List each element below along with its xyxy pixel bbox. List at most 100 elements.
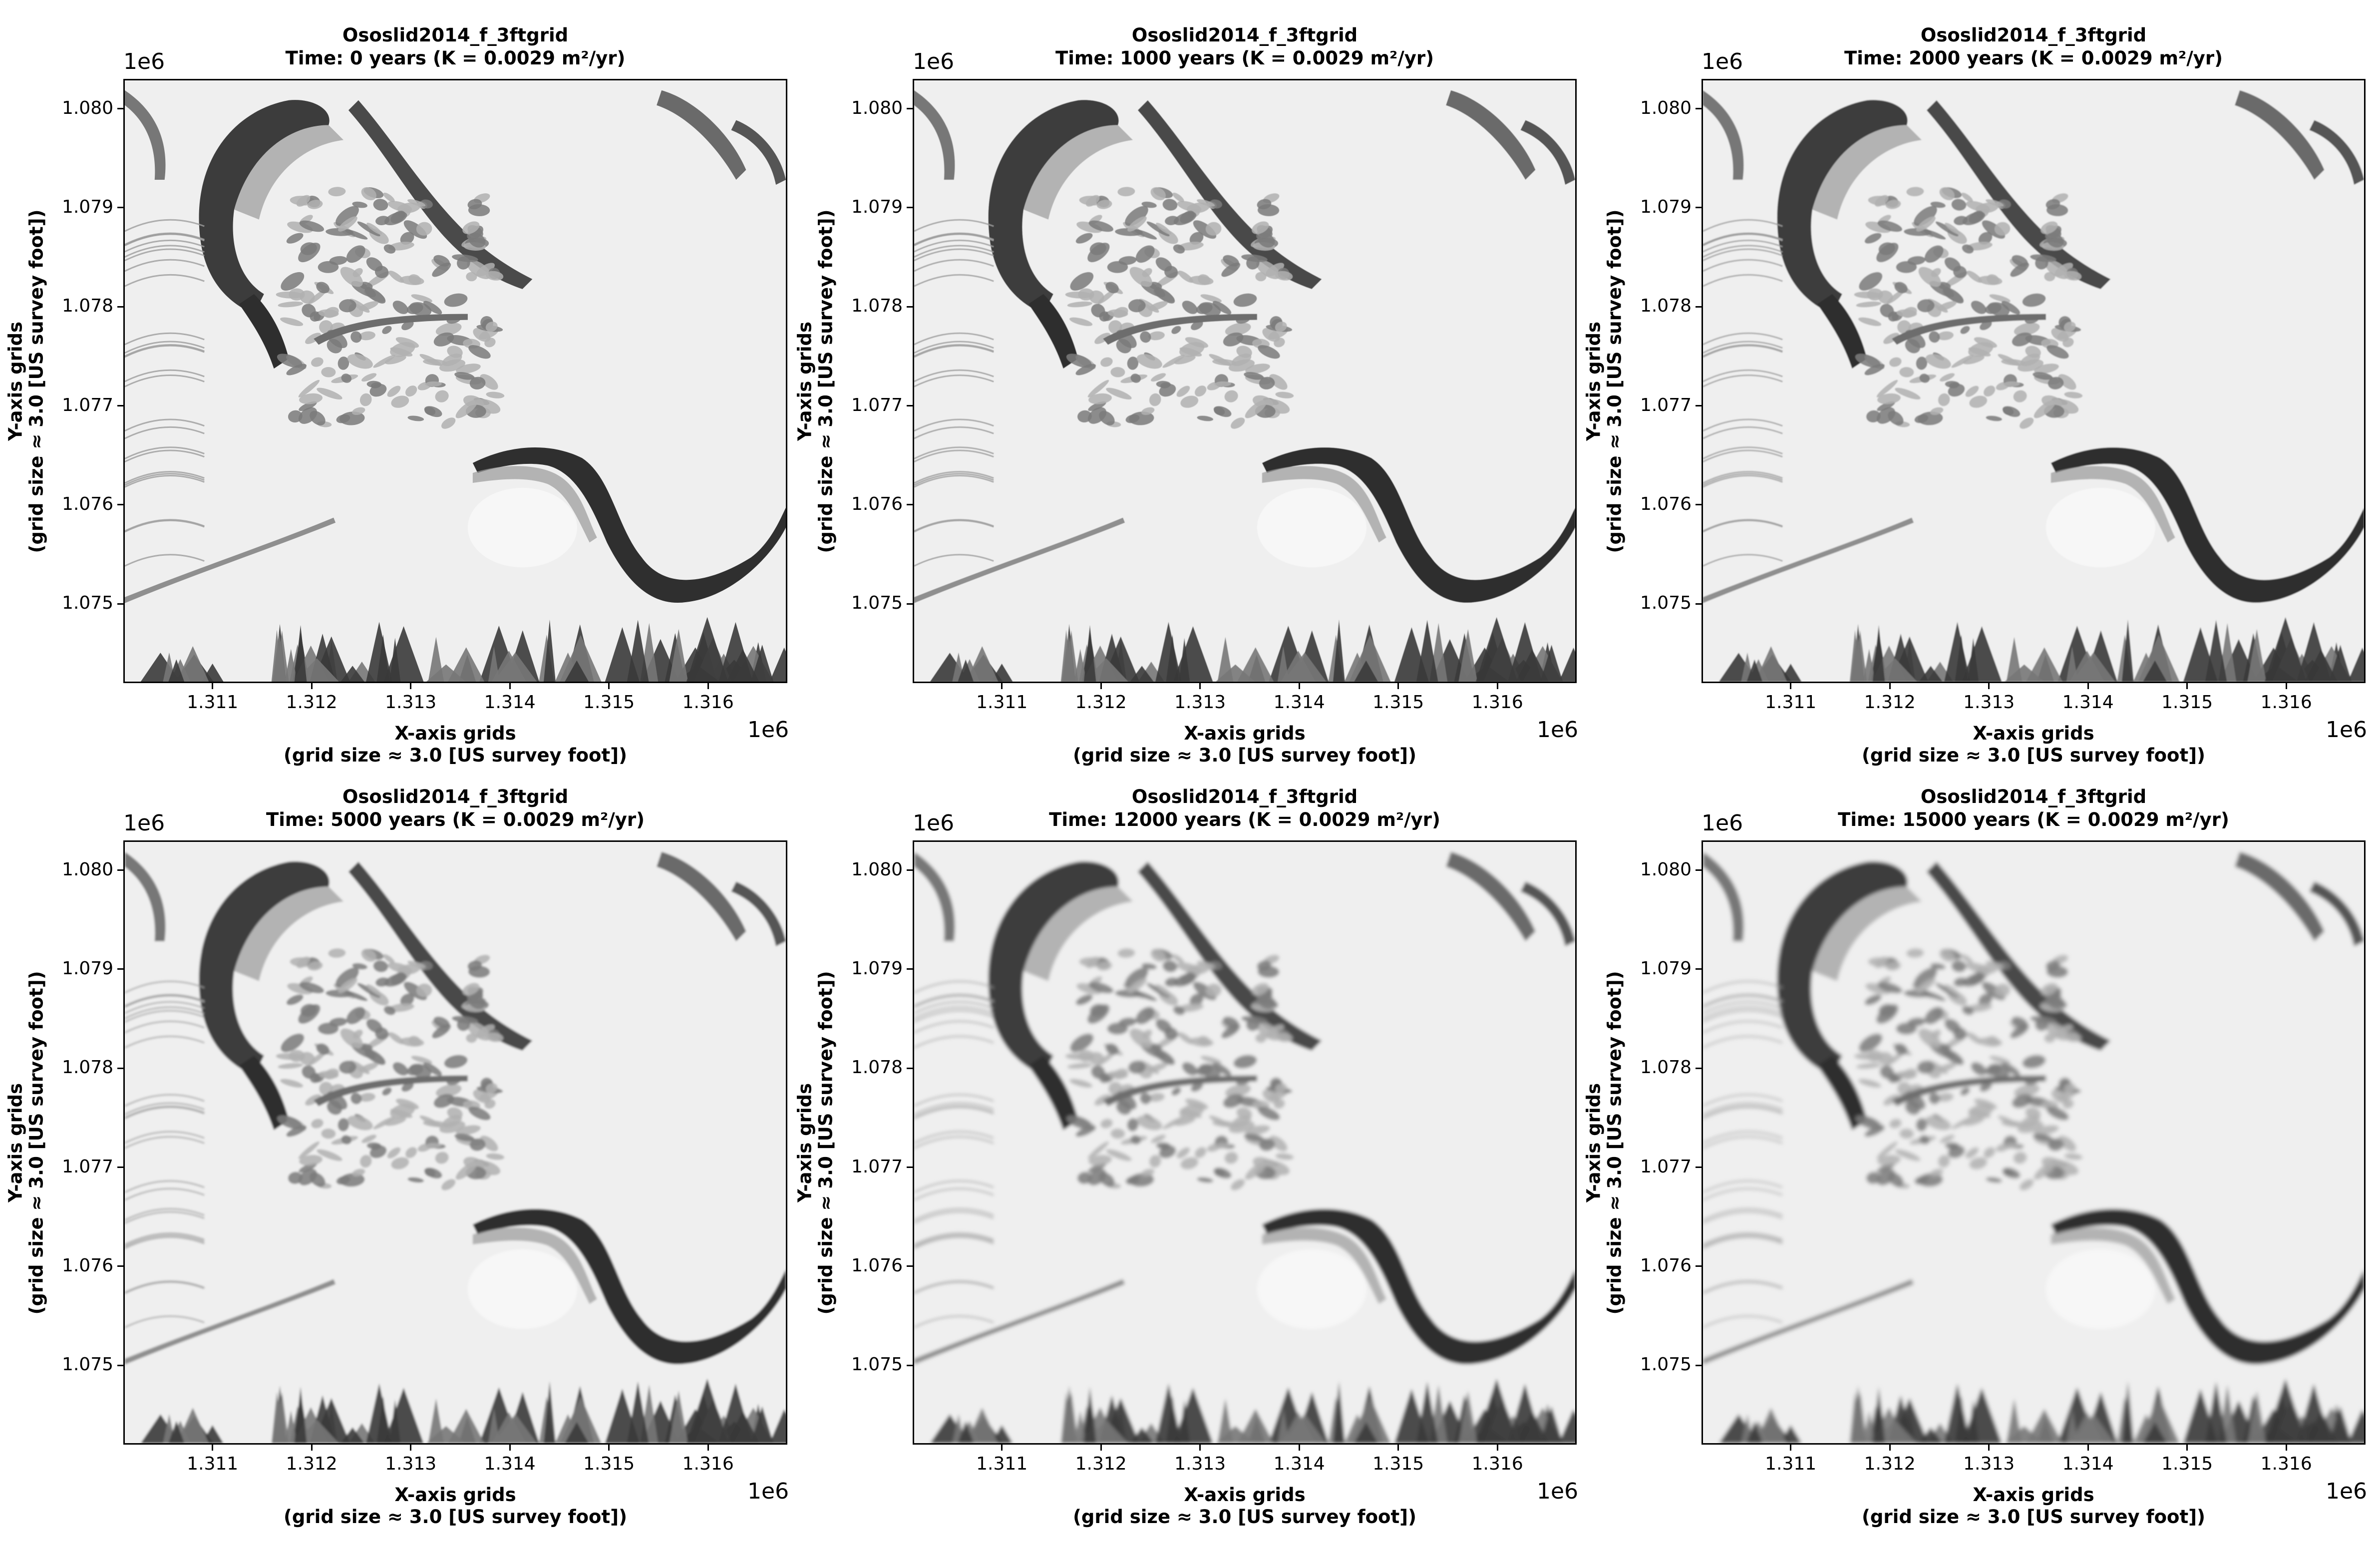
y-axis-label: Y-axis grids [4,1083,26,1203]
x-tick-mark [1397,1445,1399,1451]
x-axis-label-units: (grid size ≈ 3.0 [US survey foot]) [1073,1506,1416,1528]
x-tick-mark [1298,1445,1300,1451]
x-tick-mark [509,683,511,689]
x-tick-mark [1298,683,1300,689]
x-tick-label: 1.312 [1864,1454,1916,1474]
y-tick-mark [117,306,123,308]
chart-title: Ososlid2014_f_3ftgrid [1131,786,1358,807]
hillshade-plot-area [123,79,787,683]
x-scale-offset: 1e6 [2326,717,2368,743]
y-tick-mark [117,405,123,407]
y-tick-mark [1696,207,1701,209]
x-tick-mark [1100,683,1102,689]
x-axis-label: X-axis grids [1973,1484,2094,1506]
y-axis-label: Y-axis grids [4,321,26,441]
y-tick-mark [907,968,913,970]
hillshade-plot-area [1701,79,2366,683]
x-tick-label: 1.315 [1372,692,1424,713]
y-axis-label-units: (grid size ≈ 3.0 [US survey foot]) [25,209,47,553]
hillshade-plot-area [1701,840,2366,1445]
x-tick-label: 1.314 [1273,692,1325,713]
x-tick-label: 1.311 [1765,1454,1817,1474]
chart-subtitle: Time: 0 years (K = 0.0029 m²/yr) [285,47,626,69]
x-tick-mark [212,1445,214,1451]
y-tick-label: 1.075 [61,1354,113,1375]
x-tick-label: 1.312 [286,692,338,713]
y-tick-mark [907,108,913,109]
y-axis-label: Y-axis grids [794,1083,816,1203]
y-scale-offset: 1e6 [913,49,955,74]
y-tick-label: 1.079 [61,196,113,217]
x-axis-label: X-axis grids [1184,723,1306,744]
chart-title: Ososlid2014_f_3ftgrid [1920,786,2147,807]
x-tick-label: 1.313 [1963,1454,2015,1474]
y-tick-mark [907,869,913,871]
y-tick-label: 1.078 [851,1057,903,1078]
hillshade-image [125,80,786,682]
hillshade-plot-area [123,840,787,1445]
hillshade-image [914,842,1575,1443]
y-tick-label: 1.079 [851,196,903,217]
y-tick-label: 1.076 [851,1255,903,1276]
x-tick-mark [2285,1445,2287,1451]
y-tick-mark [1696,405,1701,407]
x-tick-label: 1.311 [1765,692,1817,713]
y-axis-label: Y-axis grids [794,321,816,441]
y-tick-mark [117,968,123,970]
x-tick-label: 1.316 [2260,692,2312,713]
y-tick-label: 1.079 [61,958,113,979]
y-tick-mark [117,1166,123,1168]
x-tick-mark [1790,1445,1792,1451]
y-tick-label: 1.080 [851,859,903,880]
x-tick-label: 1.315 [2161,1454,2213,1474]
x-tick-label: 1.313 [385,692,437,713]
x-tick-label: 1.312 [286,1454,338,1474]
y-tick-label: 1.075 [1640,593,1692,614]
y-tick-mark [1696,1166,1701,1168]
y-tick-label: 1.078 [1640,296,1692,317]
x-tick-mark [1496,683,1498,689]
y-axis-label-units: (grid size ≈ 3.0 [US survey foot]) [1604,209,1626,553]
y-tick-mark [1696,108,1701,109]
y-tick-mark [907,1067,913,1069]
y-tick-label: 1.077 [851,394,903,415]
y-tick-mark [117,603,123,605]
x-tick-mark [212,683,214,689]
hillshade-terrain [1703,842,2364,1443]
y-axis-label-units: (grid size ≈ 3.0 [US survey foot]) [1604,971,1626,1315]
y-tick-label: 1.077 [851,1156,903,1177]
y-tick-label: 1.075 [61,593,113,614]
y-tick-label: 1.077 [1640,1156,1692,1177]
y-tick-label: 1.076 [61,493,113,514]
hillshade-plot-area [913,79,1577,683]
x-tick-label: 1.315 [1372,1454,1424,1474]
x-scale-offset: 1e6 [747,717,789,743]
x-tick-label: 1.313 [1174,1454,1226,1474]
x-tick-label: 1.311 [976,1454,1028,1474]
x-tick-mark [311,683,313,689]
x-tick-mark [2087,683,2089,689]
y-tick-mark [907,207,913,209]
x-axis-label-units: (grid size ≈ 3.0 [US survey foot]) [1862,745,2205,766]
x-tick-label: 1.314 [484,1454,536,1474]
x-scale-offset: 1e6 [1537,717,1579,743]
chart-title: Ososlid2014_f_3ftgrid [342,786,569,807]
y-axis-label-units: (grid size ≈ 3.0 [US survey foot]) [815,209,837,553]
y-tick-mark [117,108,123,109]
x-tick-label: 1.313 [385,1454,437,1474]
y-tick-label: 1.076 [1640,1255,1692,1276]
x-scale-offset: 1e6 [1537,1479,1579,1504]
x-tick-mark [2087,1445,2089,1451]
y-tick-mark [907,504,913,506]
y-tick-label: 1.075 [1640,1354,1692,1375]
x-tick-label: 1.315 [2161,692,2213,713]
x-tick-mark [1988,1445,1990,1451]
x-axis-label-units: (grid size ≈ 3.0 [US survey foot]) [284,745,627,766]
hillshade-plot-area [913,840,1577,1445]
x-tick-mark [608,683,610,689]
x-axis-label: X-axis grids [1184,1484,1306,1506]
chart-title: Ososlid2014_f_3ftgrid [1131,24,1358,46]
y-tick-mark [1696,306,1701,308]
x-tick-label: 1.312 [1864,692,1916,713]
x-tick-mark [608,1445,610,1451]
